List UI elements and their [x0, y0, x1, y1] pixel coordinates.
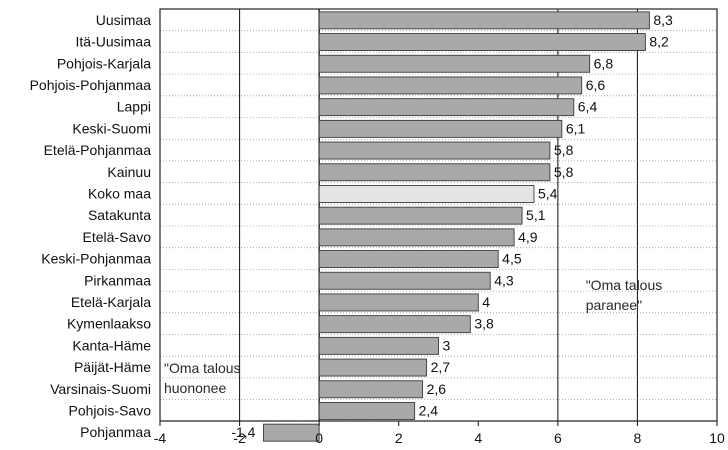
- category-label: Lappi: [117, 99, 151, 115]
- category-label: Etelä-Karjala: [71, 294, 151, 310]
- value-label: 2,4: [419, 402, 439, 418]
- bar-pohjois-pohjanmaa: [318, 76, 583, 95]
- plot-frame: [159, 8, 718, 422]
- category-label: Satakunta: [88, 207, 151, 223]
- bar-kanta-häme: [318, 336, 439, 355]
- bar-varsinais-suomi: [318, 380, 424, 399]
- bar-pohjanmaa: [262, 423, 320, 442]
- bar-etelä-pohjanmaa: [318, 141, 551, 160]
- category-label: Päijät-Häme: [74, 359, 151, 375]
- x-tick-label: 6: [554, 430, 562, 446]
- category-label: Kymenlaakso: [67, 316, 151, 332]
- bar-keski-suomi: [318, 119, 563, 138]
- value-label: 5,1: [526, 207, 546, 223]
- category-label: Etelä-Pohjanmaa: [44, 142, 152, 158]
- x-tick-label: -4: [154, 430, 167, 446]
- x-tick-label: 0: [315, 430, 323, 446]
- bars: [262, 11, 650, 442]
- category-labels: Uusimaa Itä-Uusimaa Pohjois-Karjala Pohjois…: [30, 12, 152, 440]
- category-label: Uusimaa: [96, 12, 151, 28]
- bar-pohjois-savo: [318, 402, 416, 420]
- value-label: 4,3: [494, 272, 514, 288]
- bar-etelä-karjala: [318, 293, 479, 312]
- category-label: Pohjois-Karjala: [57, 55, 151, 71]
- value-label: 6,1: [566, 120, 586, 136]
- bar-satakunta: [318, 206, 523, 225]
- value-label: -1,4: [231, 424, 255, 440]
- category-label: Pirkanmaa: [84, 272, 151, 288]
- x-axis: -4 -2 0 2 4 6 8 10: [154, 8, 725, 446]
- category-label: Pohjanmaa: [80, 424, 151, 440]
- bar-pohjois-karjala: [318, 54, 591, 73]
- bar-itä-uusimaa: [318, 33, 646, 51]
- category-label: Keski-Suomi: [72, 120, 151, 136]
- bar-lappi: [318, 98, 575, 117]
- x-tick-label: 2: [395, 430, 403, 446]
- value-label: 5,8: [554, 164, 574, 180]
- value-labels: 8,3 8,2 6,8 6,6 6,4 6,1 5,8 5,8 5,4 5,1 4,9 4,5 4,34…: [231, 12, 673, 440]
- x-tick-label: -2: [233, 430, 246, 446]
- category-label: Kanta-Häme: [72, 337, 151, 353]
- value-label: 4: [482, 294, 490, 310]
- value-label: 8,3: [653, 12, 673, 28]
- value-label: 8,2: [649, 34, 669, 50]
- category-label: Varsinais-Suomi: [50, 381, 151, 397]
- value-label: 3: [443, 337, 451, 353]
- category-label: Keski-Pohjanmaa: [41, 251, 151, 267]
- value-label: 4,5: [502, 251, 522, 267]
- value-label: 6,4: [578, 99, 598, 115]
- value-label: 6,6: [586, 77, 606, 93]
- category-label: Pohjois-Pohjanmaa: [30, 77, 152, 93]
- bar-päijät-häme: [318, 358, 428, 377]
- value-label: 4,9: [518, 229, 538, 245]
- value-label: 5,4: [538, 185, 558, 201]
- value-label: 6,8: [594, 55, 614, 71]
- value-label: 5,8: [554, 142, 574, 158]
- category-label: Etelä-Savo: [83, 229, 152, 245]
- annotation-2-line-1: "Oma talous: [586, 277, 663, 293]
- value-label: 2,7: [431, 359, 451, 375]
- bar-kymenlaakso: [318, 315, 471, 334]
- annotation-1-line-1: "Oma talous: [164, 360, 241, 376]
- bar-koko-maa: [318, 184, 535, 203]
- annotations: "Oma talous huononee "Oma talous paranee": [164, 277, 662, 396]
- value-label: 2,6: [427, 381, 447, 397]
- annotation-2-line-2: paranee": [586, 297, 642, 313]
- category-label: Pohjois-Savo: [69, 402, 152, 418]
- category-label: Kainuu: [107, 164, 151, 180]
- value-label: 3,8: [474, 316, 494, 332]
- bar-uusimaa: [318, 11, 650, 30]
- bar-etelä-savo: [318, 228, 515, 247]
- category-label: Koko maa: [88, 185, 151, 201]
- x-tick-label: 4: [474, 430, 482, 446]
- bar-pirkanmaa: [318, 271, 491, 290]
- bar-kainuu: [318, 163, 551, 182]
- category-label: Itä-Uusimaa: [76, 34, 152, 50]
- annotation-1-line-2: huononee: [164, 380, 227, 396]
- x-tick-label: 8: [634, 430, 642, 446]
- x-tick-label: 10: [709, 430, 725, 446]
- bar-keski-pohjanmaa: [318, 250, 499, 269]
